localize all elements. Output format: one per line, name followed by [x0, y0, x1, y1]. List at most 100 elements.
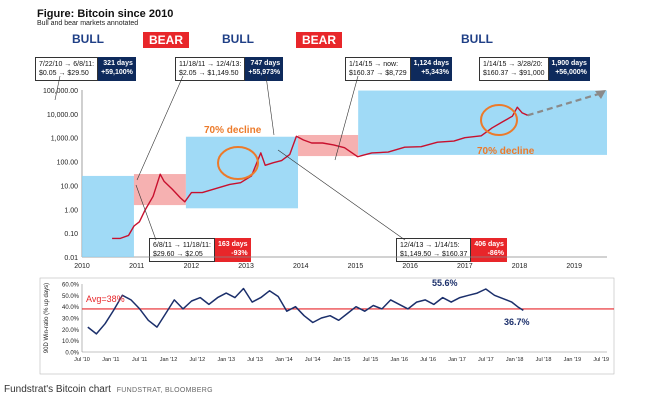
winratio-x-tick: Jul '17 — [478, 357, 494, 363]
winratio-y-tick: 50.0% — [62, 294, 80, 300]
winratio-x-tick: Jan '11 — [102, 357, 119, 363]
winratio-x-tick: Jan '14 — [275, 357, 293, 363]
winratio-y-tick: 20.0% — [62, 328, 80, 334]
caption-source: FUNDSTRAT, BLOOMBERG — [116, 387, 213, 394]
callout-days: 321 days — [103, 60, 133, 67]
price-lines — [54, 75, 606, 241]
price-y-tick: 100.00 — [57, 160, 79, 167]
callout-dates: 1/14/15 → now: $160.37 → $8,729 — [345, 57, 411, 81]
decline-label-2: 70% decline — [477, 146, 535, 157]
trough-label: 36.7% — [504, 317, 530, 327]
callout-days: 1,900 days — [551, 60, 587, 67]
callout-stats: 406 days -86% — [471, 238, 507, 262]
winratio-y-tick: 60.0% — [62, 283, 80, 289]
winratio-x-tick: Jul '19 — [593, 357, 609, 363]
callout-date-range: 7/22/10 → 6/8/11: — [39, 61, 95, 68]
callout-date-range: 1/14/15 → 3/28/20: — [483, 61, 543, 68]
winratio-frame — [39, 277, 615, 375]
callout-price-range: $1,149.50 → $160.37 — [400, 251, 468, 258]
callout-stats: 321 days +59,100% — [98, 57, 136, 81]
callout-price-range: $160.37 → $91,000 — [483, 70, 545, 77]
callout-days: 163 days — [218, 241, 248, 248]
winratio-y-tick: 10.0% — [62, 339, 80, 345]
callout-leader-6 — [277, 149, 406, 241]
callout-bull-2: 11/18/11 → 12/4/13: $2.05 → $1,149.50 747… — [175, 57, 284, 81]
bear-zone-1 — [133, 174, 186, 206]
phase-bull-2: BULL — [222, 32, 254, 46]
callout-leader-3 — [265, 75, 275, 136]
peak-label: 55.6% — [432, 278, 458, 288]
caption-title: Fundstrat's Bitcoin chart — [4, 384, 111, 395]
winratio-x-tick: Jul '11 — [132, 357, 147, 363]
winratio-x-tick: Jul '12 — [190, 357, 206, 363]
price-x-tick: 2017 — [457, 263, 473, 270]
callout-change: +55,973% — [248, 69, 281, 76]
callout-change: +59,100% — [101, 69, 133, 76]
price-axes: 0.01 0.10 1.00 10.00 100.00 1,000.00 10,000.00… — [43, 88, 607, 270]
price-x-tick: 2010 — [74, 263, 90, 270]
winratio-x-tick: Jan '15 — [333, 357, 351, 363]
callout-price-range: $2.05 → $1,149.50 — [179, 70, 239, 77]
callout-stats: 1,124 days +5,343% — [410, 57, 453, 81]
price-x-tick: 2019 — [566, 263, 582, 270]
winratio-annotations: Avg=38% 55.6% 36.7% — [86, 278, 530, 327]
price-y-tick: 10.00 — [60, 183, 78, 190]
callout-date-range: 12/4/13 → 1/14/15: — [400, 242, 460, 249]
callout-stats: 163 days -93% — [215, 238, 251, 262]
figure-subtitle: Bull and bear markets annotated — [37, 20, 139, 27]
winratio-x-tick: Jan '19 — [564, 357, 582, 363]
callout-stats: 747 days +55,973% — [245, 57, 284, 81]
winratio-x-tick: Jul '16 — [420, 357, 436, 363]
callout-change: -86% — [487, 250, 504, 257]
callout-date-range: 11/18/11 → 12/4/13: — [179, 61, 242, 68]
callout-leader-2 — [136, 75, 184, 181]
bull-zone-3 — [358, 90, 607, 155]
callout-days: 406 days — [474, 241, 504, 248]
callout-dates: 12/4/13 → 1/14/15: $1,149.50 → $160.37 — [396, 238, 472, 262]
callout-stats: 1,900 days +56,000% — [548, 57, 590, 81]
price-x-tick: 2013 — [238, 263, 254, 270]
market-zones — [82, 90, 607, 257]
callout-change: -93% — [231, 250, 248, 257]
winratio-line — [87, 287, 524, 335]
callout-price-range: $160.37 → $8,729 — [349, 70, 407, 77]
price-y-tick: 100,000.00 — [43, 88, 78, 95]
decline-label-1: 70% decline — [204, 125, 262, 136]
bitcoin-price-line — [112, 106, 528, 240]
winratio-x-tick: Jan '13 — [217, 357, 235, 363]
price-x-tick: 2011 — [129, 263, 144, 270]
winratio-x-tick: Jul '13 — [247, 357, 263, 363]
callout-dates: 7/22/10 → 6/8/11: $0.05 → $29.50 — [35, 57, 99, 81]
callout-price-range: $29.60 → $2.05 — [153, 251, 203, 258]
winratio-y-tick: 0.0% — [65, 351, 79, 357]
winratio-x-tick: Jan '16 — [391, 357, 409, 363]
avg-label: Avg=38% — [86, 294, 125, 304]
winratio-x-tick: Jul '10 — [74, 357, 90, 363]
callout-leader-4 — [334, 75, 359, 161]
callout-date-range: 6/8/11 → 11/18/11: — [153, 242, 211, 249]
price-y-tick: 1.00 — [64, 207, 78, 214]
price-annotations: 70% decline 70% decline — [204, 125, 535, 157]
winratio-x-tick: Jul '14 — [305, 357, 321, 363]
phase-bull-3: BULL — [461, 32, 493, 46]
winratio-x-tick: Jul '15 — [363, 357, 379, 363]
phase-bear-1: BEAR — [143, 32, 190, 48]
price-x-tick: 2016 — [402, 263, 418, 270]
projection-arrowhead — [595, 90, 606, 99]
callout-bull-1: 7/22/10 → 6/8/11: $0.05 → $29.50 321 days… — [35, 57, 136, 81]
callout-change: +5,343% — [421, 69, 450, 76]
callout-dates: 11/18/11 → 12/4/13: $2.05 → $1,149.50 — [175, 57, 246, 81]
callout-bear-2: 12/4/13 → 1/14/15: $1,149.50 → $160.37 40… — [396, 238, 507, 262]
price-x-tick: 2015 — [348, 263, 364, 270]
callout-change: +56,000% — [555, 69, 587, 76]
caption: Fundstrat's Bitcoin chart FUNDSTRAT, BLO… — [4, 384, 213, 395]
price-x-tick: 2014 — [293, 263, 309, 270]
bear-zone-2 — [298, 134, 359, 157]
winratio-y-tick: 30.0% — [62, 317, 80, 323]
bull-zone-1 — [82, 175, 134, 257]
price-y-tick: 0.01 — [64, 255, 78, 262]
price-y-tick: 1,000.00 — [51, 136, 78, 143]
winratio-y-label: 90D Win-ratio (% up days) — [44, 283, 50, 353]
callout-price-range: $0.05 → $29.50 — [39, 70, 89, 77]
callout-leader-5 — [135, 184, 157, 241]
